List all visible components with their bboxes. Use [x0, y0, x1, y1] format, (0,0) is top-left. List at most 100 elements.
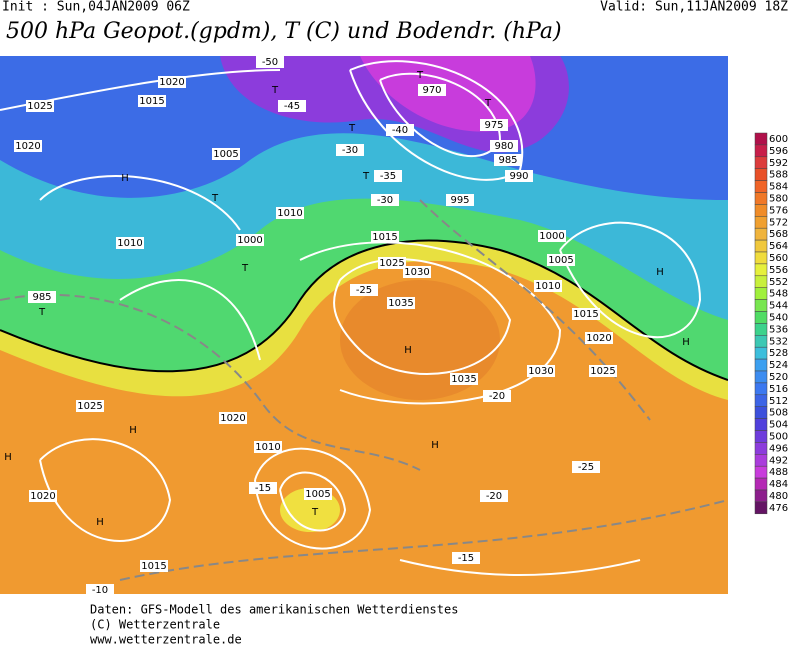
pressure-center: H — [656, 267, 664, 278]
contour-label: -30 — [342, 145, 358, 156]
label-box — [403, 266, 431, 278]
label-box — [86, 584, 114, 596]
label-box — [589, 365, 617, 377]
valid-time: Valid: Sun,11JAN2009 18Z — [600, 0, 788, 15]
colorbar-label: 496 — [769, 443, 788, 454]
contour-label: -15 — [458, 553, 474, 564]
contour-label: 1015 — [139, 96, 164, 107]
contour-label: 970 — [422, 85, 441, 96]
pressure-center: T — [38, 307, 46, 318]
colorbar-label: 556 — [769, 265, 788, 276]
label-box — [236, 234, 264, 246]
pressure-center: H — [129, 425, 137, 436]
label-box — [76, 400, 104, 412]
label-box — [450, 373, 478, 385]
pressure-center: T — [362, 171, 370, 182]
pressure-center: T — [416, 70, 424, 81]
footer-url: www.wetterzentrale.de — [90, 633, 242, 647]
colorbar-label: 596 — [769, 146, 788, 157]
label-box — [140, 560, 168, 572]
contour-label: 980 — [494, 141, 513, 152]
colorbar-label: 540 — [769, 312, 788, 323]
colorbar-label: 536 — [769, 324, 788, 335]
colorbar-label: 504 — [769, 420, 788, 431]
label-box — [378, 257, 406, 269]
colorbar-cell — [754, 311, 768, 324]
pressure-center: H — [682, 337, 690, 348]
init-time: Init : Sun,04JAN2009 06Z — [2, 0, 190, 15]
colorbar-cell — [754, 251, 768, 265]
colorbar-label: 520 — [769, 372, 788, 383]
colorbar-cell — [754, 477, 768, 491]
label-box — [534, 280, 562, 292]
label-box — [212, 148, 240, 160]
label-box — [254, 441, 282, 453]
contour-label: 1005 — [548, 255, 573, 266]
label-box — [538, 230, 566, 242]
contour-label: 1015 — [573, 309, 598, 320]
label-box — [336, 144, 364, 156]
colorbar-cell — [754, 239, 768, 253]
contour-label: 995 — [450, 195, 469, 206]
label-box — [138, 95, 166, 107]
colorbar-cell — [754, 501, 768, 515]
colorbar-cell — [754, 465, 768, 479]
label-box — [480, 490, 508, 502]
pressure-center: H — [121, 173, 129, 184]
label-box — [483, 390, 511, 402]
label-box — [446, 194, 474, 206]
colorbar-cell — [754, 204, 768, 217]
colorbar-label: 516 — [769, 384, 788, 395]
contour-label: -50 — [262, 57, 278, 68]
colorbar-cell — [754, 406, 768, 419]
footer-copyright: (C) Wetterzentrale — [90, 618, 220, 632]
colorbar-cell — [754, 263, 768, 277]
pressure-center: H — [96, 517, 104, 528]
label-box — [572, 308, 600, 320]
map — [0, 56, 728, 594]
pressure-center: H — [431, 440, 439, 451]
colorbar-label: 580 — [769, 193, 788, 204]
front-line — [0, 239, 728, 381]
colorbar-cell — [754, 489, 768, 503]
label-box — [116, 237, 144, 249]
contour-label: 1010 — [535, 281, 560, 292]
colorbar-label: 512 — [769, 396, 788, 407]
contour-label: 1015 — [141, 561, 166, 572]
contour-label: -35 — [380, 171, 396, 182]
contour-label: 1000 — [539, 231, 564, 242]
colorbar-cell — [754, 358, 768, 372]
contour-label: 985 — [498, 155, 517, 166]
pressure-center: T — [311, 507, 319, 518]
pressure-center: T — [484, 98, 492, 109]
colorbar-label: 476 — [769, 503, 788, 514]
colorbar-label: 600 — [769, 134, 788, 145]
colorbar-cell — [754, 287, 768, 300]
colorbar-cell — [754, 180, 768, 193]
label-box — [572, 461, 600, 473]
contour-label: 1005 — [213, 149, 238, 160]
colorbar-label: 484 — [769, 479, 788, 490]
label-box — [158, 76, 186, 88]
contour-label: 1035 — [451, 374, 476, 385]
contour-label: -25 — [356, 285, 372, 296]
contour-label: 1010 — [255, 442, 280, 453]
colorbar-label: 544 — [769, 301, 788, 312]
colorbar-cell — [754, 394, 768, 407]
contour-label: -20 — [486, 491, 502, 502]
contour-label: 985 — [32, 292, 51, 303]
label-box — [527, 365, 555, 377]
contour-label: 1020 — [30, 491, 55, 502]
colorbar-label: 500 — [769, 431, 788, 442]
colorbar-label: 588 — [769, 170, 788, 181]
colorbar-cell — [754, 323, 768, 336]
label-box — [28, 291, 56, 303]
contour-label: 1025 — [590, 366, 615, 377]
colorbar-label: 508 — [769, 408, 788, 419]
contour-label: 1035 — [388, 298, 413, 309]
colorbar-label: 548 — [769, 289, 788, 300]
label-box — [547, 254, 575, 266]
colorbar-label: 584 — [769, 182, 788, 193]
colorbar-label: 560 — [769, 253, 788, 264]
label-box — [304, 488, 332, 500]
